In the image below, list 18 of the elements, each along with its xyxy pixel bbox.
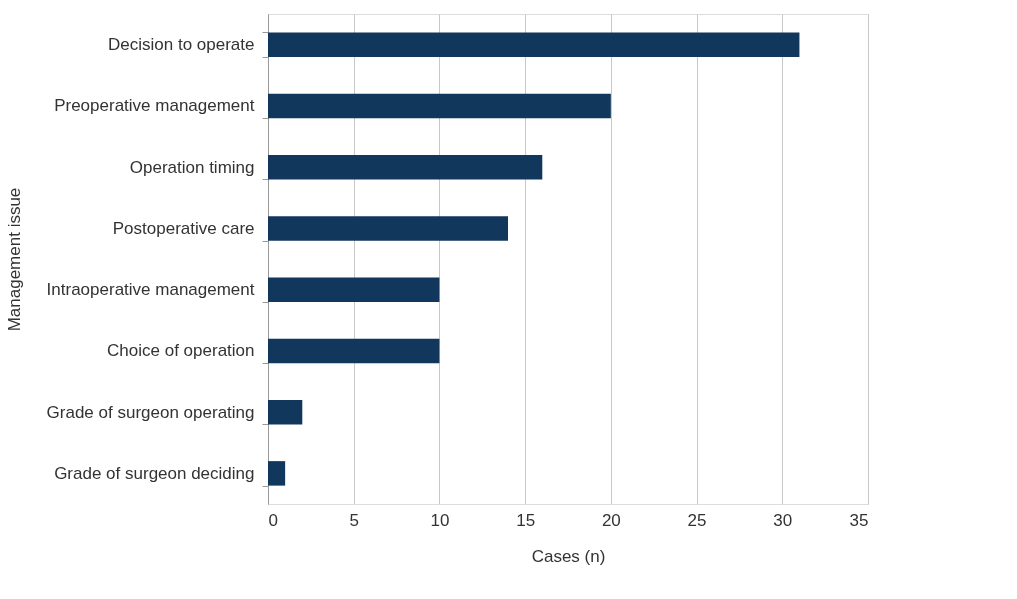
- y-tick-label: Postoperative care: [112, 218, 255, 238]
- x-axis-title: Cases (n): [531, 546, 606, 566]
- x-tick-label: 0: [268, 510, 278, 530]
- x-tick-label: 30: [773, 510, 793, 530]
- y-tick-label: Decision to operate: [108, 35, 255, 55]
- y-tick-label: Grade of surgeon deciding: [54, 463, 255, 483]
- x-tick-label: 5: [349, 510, 359, 530]
- x-tick-label: 10: [430, 510, 450, 530]
- y-tick-label: Operation timing: [129, 157, 255, 177]
- x-tick-label: 20: [601, 510, 621, 530]
- x-tick-label: 35: [849, 510, 869, 530]
- y-tick-label: Intraoperative management: [46, 280, 255, 300]
- y-tick-label: Choice of operation: [107, 341, 255, 361]
- x-tick-label: 25: [687, 510, 707, 530]
- y-axis-title: Management issue: [4, 187, 24, 332]
- x-tick-label: 15: [516, 510, 536, 530]
- y-tick-label: Preoperative management: [54, 96, 255, 116]
- y-tick-label: Grade of surgeon operating: [46, 402, 255, 422]
